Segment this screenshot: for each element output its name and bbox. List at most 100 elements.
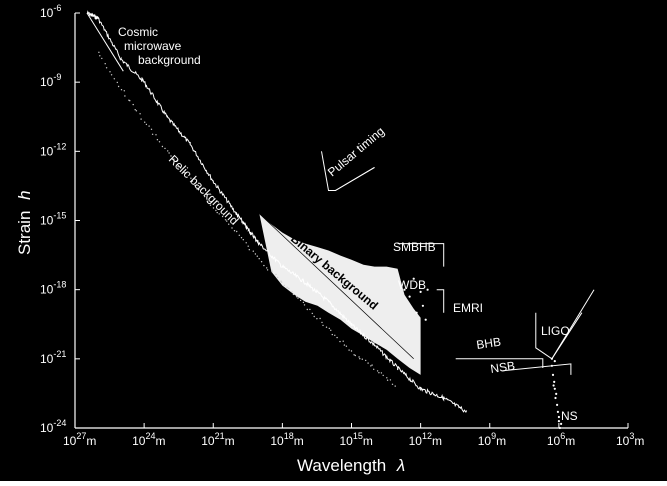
sensitivity-curve-4	[397, 243, 445, 267]
x-tick-base: 10	[409, 434, 423, 448]
y-tick-exp: -12	[53, 141, 66, 151]
scatter-point	[408, 295, 411, 298]
sensitivity-curve-5	[436, 289, 445, 313]
x-tick-label: 1015m	[340, 431, 373, 448]
y-tick-label: 10-9	[40, 72, 61, 89]
scatter-point	[553, 360, 556, 363]
x-tick-label: 109m	[478, 431, 506, 448]
relic-dot	[367, 362, 369, 364]
relic-dot	[140, 118, 142, 120]
relic-dot	[156, 139, 159, 141]
scatter-point	[560, 422, 563, 425]
scatter-point	[556, 410, 560, 413]
annotation-cmb-line3: background	[138, 53, 201, 67]
y-tick-base: 10	[40, 352, 54, 366]
relic-dot	[139, 113, 141, 115]
relic-dot	[330, 329, 332, 331]
x-tick-base: 10	[63, 434, 77, 448]
relic-dot	[203, 195, 206, 198]
x-tick-exp: 3	[629, 431, 634, 441]
relic-dot	[134, 109, 136, 111]
annotation-smbhb: SMBHB	[393, 240, 436, 254]
relic-dot	[275, 273, 277, 276]
y-tick-exp: -9	[53, 72, 61, 82]
relic-dot	[266, 269, 269, 271]
relic-dot	[358, 356, 360, 358]
x-tick-exp: 9	[491, 431, 496, 441]
annotation-cmb-line1: Cosmic	[118, 25, 158, 39]
relic-dot	[291, 291, 293, 293]
relic-dot	[238, 234, 240, 236]
stochastic-background-line	[86, 10, 468, 413]
y-tick-label: 10-15	[40, 211, 66, 228]
ligo-diagonal-line	[551, 289, 595, 360]
y-tick-label: 10-21	[40, 349, 66, 366]
cmb-pointer-line	[86, 12, 124, 72]
pulsar-timing-line	[335, 166, 375, 191]
x-tick-base: 10	[547, 434, 561, 448]
y-tick-exp: -6	[53, 3, 61, 13]
relic-dot	[182, 171, 185, 173]
relic-dot	[331, 333, 333, 336]
relic-dot	[386, 377, 388, 379]
relic-dot	[286, 286, 288, 288]
relic-dot	[348, 349, 350, 351]
x-tick-base: 10	[478, 434, 492, 448]
x-tick-unit: m	[634, 434, 644, 448]
relic-dot	[371, 364, 373, 366]
relic-dot	[306, 308, 308, 311]
x-tick-exp: 27	[76, 431, 86, 441]
sensitivity-curve-7	[501, 363, 572, 375]
relic-dot	[271, 271, 274, 273]
relic-dot	[170, 155, 172, 157]
relic-dot	[245, 242, 247, 244]
relic-dot	[382, 374, 384, 377]
relic-dot	[177, 166, 179, 168]
scatter-point	[421, 304, 424, 307]
y-tick-exp: -21	[53, 349, 66, 359]
relic-dot	[117, 85, 120, 88]
relic-dot	[231, 227, 233, 229]
scatter-point	[550, 364, 554, 367]
relic-dot	[221, 215, 224, 218]
x-tick-exp: 15	[353, 431, 363, 441]
x-tick-label: 1021m	[201, 431, 234, 448]
relic-dot	[365, 359, 367, 362]
relic-dot	[151, 133, 154, 135]
relic-dot	[309, 308, 311, 311]
relic-dot	[361, 358, 363, 360]
scatter-point	[403, 288, 406, 291]
relic-dot	[206, 198, 208, 200]
x-tick-base: 10	[132, 434, 146, 448]
relic-dot	[233, 230, 236, 232]
relic-dot	[378, 372, 380, 374]
x-tick-label: 1027m	[63, 431, 96, 448]
relic-dot	[242, 239, 244, 241]
x-axis-label: Wavelength	[297, 456, 386, 475]
sensitivity-curve-6	[455, 358, 544, 368]
relic-dot	[263, 264, 265, 267]
y-tick-base: 10	[40, 283, 54, 297]
relic-dot	[99, 55, 101, 57]
y-tick-base: 10	[40, 6, 54, 20]
x-tick-unit: m	[496, 434, 506, 448]
relic-dot	[292, 293, 295, 296]
relic-dot	[376, 370, 379, 372]
sensitivity-curve-8	[535, 312, 583, 360]
relic-dot	[226, 220, 228, 222]
relic-dot	[236, 230, 238, 233]
relic-dot	[247, 245, 249, 247]
scatter-point	[426, 288, 429, 291]
y-tick-exp: -24	[53, 418, 66, 428]
relic-dot	[207, 201, 209, 203]
relic-dot	[359, 358, 361, 360]
relic-dot	[343, 344, 346, 346]
relic-dot	[311, 312, 313, 315]
relic-dot	[216, 211, 218, 214]
relic-dot	[271, 269, 273, 271]
relic-dot	[175, 160, 178, 162]
relic-dot	[339, 340, 341, 343]
y-axis-title: Strain h	[15, 190, 34, 255]
